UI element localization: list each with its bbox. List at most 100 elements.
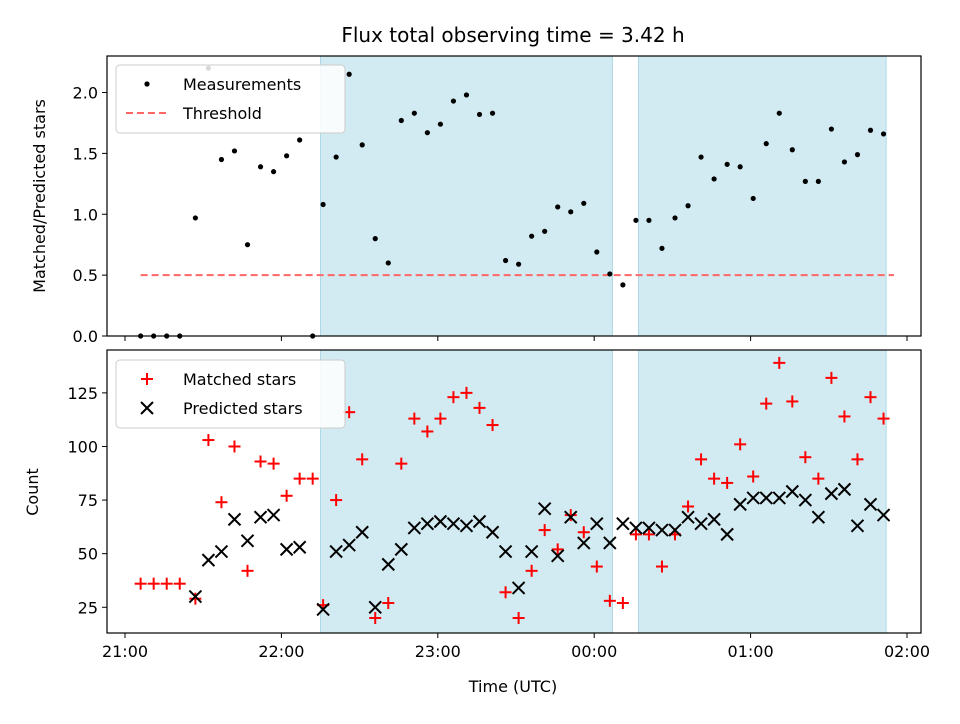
matched-star-point [786,395,799,408]
predicted-star-point [188,589,203,604]
predicted-star-point [759,491,773,505]
matched-star-point [202,434,215,447]
bottom-y-tick-label: 25 [78,598,98,617]
matched-star-point [825,371,838,384]
matched-star-point [460,386,473,399]
matched-star-point [564,509,577,522]
matched-star-point [603,594,616,607]
predicted-star-point [720,527,734,542]
bottom-y-tick-label: 75 [78,491,98,510]
matched-star-point [147,577,160,590]
matched-star-point [616,596,629,609]
predicted-star-point [837,482,852,497]
measurement-point [476,111,483,118]
matched-star-point [551,543,564,556]
bottom-y-tick-label: 125 [67,384,98,403]
predicted-star-point [316,602,330,617]
top-y-ticks: 0.0 0.5 1.0 1.5 2.0 [73,84,107,346]
measurement-point [672,215,678,221]
measurement-point [581,200,587,206]
predicted-star-point [603,536,617,550]
measurement-point [297,137,303,143]
observing-interval [638,349,887,634]
matched-star-point [864,391,877,404]
predicted-star-point [550,549,565,563]
measurement-point [607,271,613,277]
matched-star-point [421,425,434,438]
top-x-ticks [124,336,908,341]
figure-title: Flux total observing time = 3.42 h [341,23,684,47]
predicted-star-point [772,491,786,505]
predicted-star-point [433,514,448,529]
measurement-point [320,201,326,208]
matched-star-point [577,526,590,539]
matched-star-point [512,611,525,624]
legend-label-threshold: Threshold [182,104,262,123]
observing-interval [638,55,887,337]
x-tick-label: 21:00 [102,642,148,661]
measurement-point [463,92,470,98]
predicted-star-point [459,519,474,533]
predicted-star-point [876,508,891,522]
matched-star-point [747,470,760,483]
measurement-point [398,117,404,124]
measurement-point [659,245,665,251]
bottom-y-tick-label: 100 [67,437,98,456]
legend-label-matched-stars: Matched stars [183,370,296,389]
matched-star-point [734,438,747,451]
matched-star-point [812,472,825,485]
measurement-point [737,164,743,170]
matched-star-point [173,577,186,590]
top-y-tick-label: 0.0 [73,327,98,346]
predicted-star-point [629,521,643,535]
legend-marker-measurements [144,81,150,87]
measurement-point [502,257,509,264]
measurement-point [594,249,600,255]
predicted-star-point [590,516,604,531]
observing-interval [320,55,613,337]
measurement-point [372,236,378,242]
measurement-point [244,242,251,248]
measurement-point [620,282,626,288]
predicted-star-point [498,544,513,559]
predicted-star-point [446,516,461,531]
predicted-star-point [785,484,800,499]
matched-star-point [382,596,395,609]
predicted-star-point [407,521,422,535]
x-tick-label: 22:00 [258,642,304,661]
top-y-tick-label: 1.0 [73,205,98,224]
top-legend-box [115,64,346,134]
matched-star-point [267,457,280,470]
bottom-legend: Matched stars Predicted stars [115,359,346,429]
bottom-panel: 21:00 22:00 23:00 00:00 01:00 02:00 25 50 75 100… [23,349,930,696]
predicted-star-point [681,510,695,524]
predicted-star-point [694,516,708,531]
predicted-star-point [511,581,526,595]
predicted-star-point [214,544,229,559]
matched-star-point [695,453,708,466]
predicted-star-point [227,512,242,527]
matched-star-point [851,453,864,466]
measurement-point [763,141,769,147]
matched-star-point [280,489,293,502]
measurement-point [828,126,835,132]
measurement-point [192,215,198,221]
predicted-star-point [537,501,552,516]
measurement-point [555,204,561,210]
matched-star-point [708,472,721,485]
measurement-point [218,156,225,163]
matched-star-point [134,577,147,590]
measurement-point [529,233,535,239]
matched-star-point [877,412,890,425]
bottom-y-axis-label: Count [23,468,42,516]
measurement-point [424,130,430,136]
matched-star-point [241,564,254,577]
predicted-star-point [564,510,578,524]
bottom-y-tick-label: 50 [78,545,98,564]
predicted-star-point [394,542,409,557]
predicted-star-point [577,536,591,550]
measurement-point [685,203,691,209]
matched-star-point [721,476,734,489]
matched-star-point [228,440,241,453]
predicted-star-point [485,525,500,539]
